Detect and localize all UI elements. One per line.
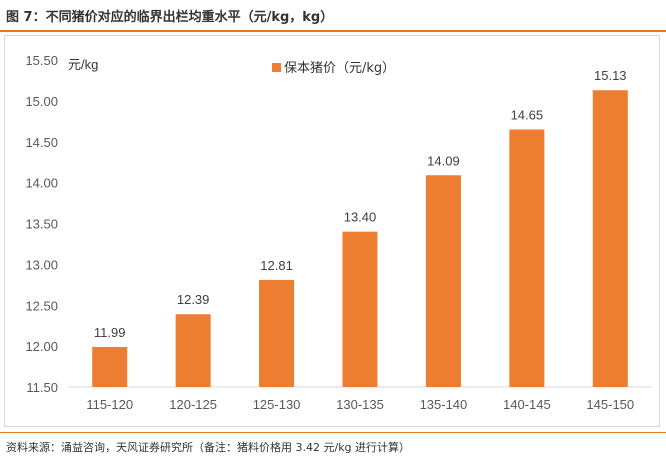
y-tick-label: 12.00 [25,339,58,354]
bar-series [92,90,628,388]
x-tick-label: 130-135 [336,397,384,412]
data-label: 12.39 [177,292,210,307]
x-axis: 115-120 120-125 125-130 130-135 135-140 140-1… [86,397,634,412]
x-tick-label: 125-130 [253,397,301,412]
y-tick-label: 11.50 [26,380,58,395]
data-label: 14.09 [427,153,460,168]
source-rule [0,432,666,433]
y-tick-label: 14.50 [25,135,58,150]
y-axis: 11.50 12.00 12.50 13.00 13.50 14.00 14.50 15.00… [25,53,58,395]
bar [509,129,545,388]
figure-title: 图 7：不同猪价对应的临界出栏均重水平（元/kg，kg） [6,10,334,25]
x-tick-label: 120-125 [169,397,217,412]
data-label: 11.99 [94,325,126,340]
y-tick-label: 15.00 [25,94,58,109]
legend-label: 保本猪价（元/kg） [284,61,395,76]
bar [92,346,128,387]
data-label: 12.81 [260,258,293,273]
data-label: 14.65 [511,107,544,122]
data-label: 13.40 [344,210,377,225]
bar [175,314,211,387]
x-tick-label: 140-145 [503,397,551,412]
data-label: 15.13 [594,68,627,83]
y-tick-label: 14.00 [25,176,58,191]
y-tick-label: 13.50 [25,217,58,232]
legend: 保本猪价（元/kg） [272,61,395,76]
bar [592,90,628,387]
x-tick-label: 115-120 [86,397,133,412]
y-tick-label: 15.50 [25,53,58,68]
title-rule [0,30,666,32]
bar [425,175,461,387]
legend-swatch [272,63,281,72]
x-tick-label: 135-140 [420,397,468,412]
data-labels: 11.99 12.39 12.81 13.40 14.09 14.65 15.13 [94,68,627,340]
chart-frame [4,35,660,427]
x-tick-label: 145-150 [586,397,634,412]
y-axis-unit-label: 元/kg [68,57,98,72]
source-note: 资料来源：涌益咨询，天风证券研究所（备注：猪料价格用 3.42 元/kg 进行计… [6,441,411,454]
y-tick-label: 13.00 [25,257,58,272]
bar-chart: 11.50 12.00 12.50 13.00 13.50 14.00 14.50 15.00… [25,53,652,412]
bar [259,279,295,387]
y-tick-label: 12.50 [25,298,58,313]
bar [342,231,378,387]
